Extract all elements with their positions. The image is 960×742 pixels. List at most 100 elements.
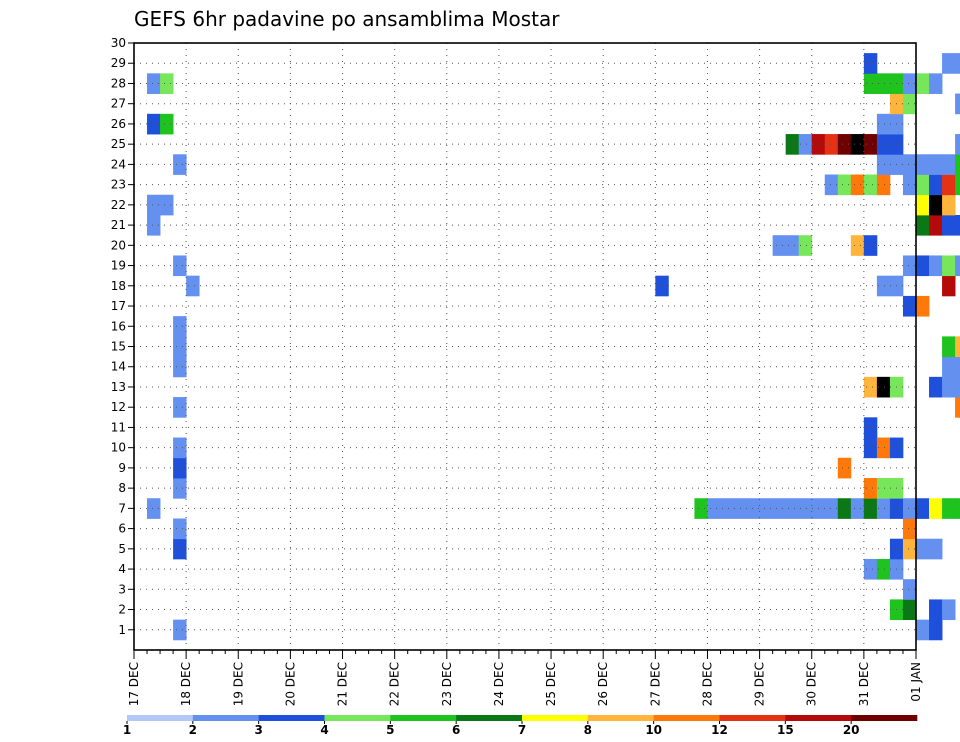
cell-m23-t59 bbox=[902, 174, 917, 196]
legend-label: 12 bbox=[711, 723, 728, 737]
cell-m3-t59 bbox=[902, 579, 917, 600]
cell-m28-t59 bbox=[902, 73, 917, 94]
legend-swatch bbox=[324, 715, 391, 721]
cell-m1-t60 bbox=[916, 619, 930, 641]
cell-m7-t55 bbox=[850, 498, 865, 519]
cell-m20-t49 bbox=[772, 235, 787, 256]
cell-m11-t56 bbox=[863, 417, 878, 438]
y-tick-label: 19 bbox=[111, 259, 126, 273]
cell-m25-t54 bbox=[837, 134, 852, 155]
legend-label: 4 bbox=[320, 723, 328, 737]
legend-label: 5 bbox=[386, 723, 394, 737]
cell-m16-t3 bbox=[173, 316, 187, 337]
cell-m4-t57 bbox=[876, 558, 891, 580]
cell-m13-t57 bbox=[876, 376, 891, 398]
cell-m29-t56 bbox=[863, 53, 878, 74]
cell-m6-t3 bbox=[173, 518, 187, 540]
cell-m27-t63 bbox=[955, 93, 960, 115]
y-tick-label: 8 bbox=[118, 481, 126, 495]
cell-m7-t47 bbox=[746, 498, 760, 519]
legend-label: 6 bbox=[452, 723, 460, 737]
cell-m19-t62 bbox=[942, 255, 956, 277]
y-tick-label: 13 bbox=[111, 380, 126, 394]
cell-m5-t3 bbox=[173, 538, 187, 560]
cell-m25-t57 bbox=[876, 134, 891, 155]
cell-m15-t62 bbox=[942, 336, 956, 358]
cell-m12-t63 bbox=[955, 397, 960, 418]
cell-m13-t62 bbox=[942, 376, 956, 398]
legend-label: 2 bbox=[189, 723, 197, 737]
cell-m25-t53 bbox=[824, 134, 839, 155]
cell-m2-t61 bbox=[929, 599, 943, 621]
y-tick-label: 23 bbox=[111, 178, 126, 192]
y-tick-label: 1 bbox=[118, 623, 126, 637]
cell-m28-t57 bbox=[876, 73, 891, 94]
legend-label: 15 bbox=[777, 723, 794, 737]
cell-m26-t2 bbox=[160, 113, 174, 135]
cell-m7-t50 bbox=[785, 498, 800, 519]
cell-m7-t56 bbox=[863, 498, 878, 519]
cell-m24-t62 bbox=[942, 154, 956, 175]
cell-m21-t63 bbox=[955, 214, 960, 236]
cell-m22-t61 bbox=[929, 194, 943, 216]
chart-title: GEFS 6hr padavine po ansamblima Mostar bbox=[134, 7, 560, 31]
cell-m19-t61 bbox=[929, 255, 943, 277]
cell-m21-t60 bbox=[916, 214, 930, 236]
y-tick-label: 21 bbox=[111, 218, 126, 232]
cell-m29-t63 bbox=[955, 53, 960, 74]
cell-m26-t1 bbox=[147, 113, 161, 135]
cell-m13-t56 bbox=[863, 376, 878, 398]
legend-swatch bbox=[653, 715, 720, 721]
cell-m7-t1 bbox=[147, 498, 161, 519]
legend-swatch bbox=[390, 715, 457, 721]
cell-m25-t56 bbox=[863, 134, 878, 155]
cell-m14-t63 bbox=[955, 356, 960, 378]
cell-m7-t49 bbox=[772, 498, 787, 519]
legend-label: 10 bbox=[645, 723, 662, 737]
y-tick-label: 30 bbox=[111, 36, 126, 50]
x-axis: 17 DEC 18 DEC 19 DEC 20 DEC 21 DEC 22 DEC 23 D… bbox=[127, 650, 923, 706]
cell-m7-t45 bbox=[720, 498, 734, 519]
cell-m24-t63 bbox=[955, 154, 960, 175]
cell-m29-t62 bbox=[942, 53, 956, 74]
y-axis: 1234567891011121314151617181920212223242… bbox=[111, 36, 134, 637]
x-tick-label: 01 JAN bbox=[909, 662, 923, 702]
y-tick-label: 4 bbox=[118, 562, 126, 576]
x-tick-label: 22 DEC bbox=[388, 662, 402, 706]
cell-m23-t60 bbox=[916, 174, 930, 196]
cell-m5-t59 bbox=[902, 538, 917, 560]
cell-m17-t59 bbox=[902, 295, 917, 317]
x-tick-label: 31 DEC bbox=[857, 662, 871, 706]
legend-label: 3 bbox=[254, 723, 262, 737]
cell-m28-t56 bbox=[863, 73, 878, 94]
y-tick-label: 25 bbox=[111, 137, 126, 151]
cell-m28-t60 bbox=[916, 73, 930, 94]
cell-m5-t61 bbox=[929, 538, 943, 560]
cell-m23-t57 bbox=[876, 174, 891, 196]
cell-m7-t54 bbox=[837, 498, 852, 519]
cell-m7-t53 bbox=[824, 498, 839, 519]
cell-m23-t55 bbox=[850, 174, 865, 196]
cell-m8-t3 bbox=[173, 478, 187, 499]
cell-m21-t1 bbox=[147, 214, 161, 236]
cell-m7-t43 bbox=[694, 498, 708, 519]
x-tick-label: 21 DEC bbox=[336, 662, 350, 706]
cell-m24-t61 bbox=[929, 154, 943, 175]
cell-m6-t59 bbox=[902, 518, 917, 540]
cell-m25-t51 bbox=[798, 134, 813, 155]
y-tick-label: 17 bbox=[111, 299, 126, 313]
cell-m23-t61 bbox=[929, 174, 943, 196]
cell-m28-t2 bbox=[160, 73, 174, 94]
cell-m24-t3 bbox=[173, 154, 187, 175]
cell-m23-t56 bbox=[863, 174, 878, 196]
cell-m2-t62 bbox=[942, 599, 956, 621]
cell-m10-t57 bbox=[876, 437, 891, 459]
y-tick-label: 22 bbox=[111, 198, 126, 212]
y-tick-label: 9 bbox=[118, 461, 126, 475]
cell-m27-t59 bbox=[902, 93, 917, 115]
cell-m23-t54 bbox=[837, 174, 852, 196]
legend-swatch bbox=[192, 715, 259, 721]
cell-m13-t61 bbox=[929, 376, 943, 398]
legend-swatch bbox=[851, 715, 918, 721]
